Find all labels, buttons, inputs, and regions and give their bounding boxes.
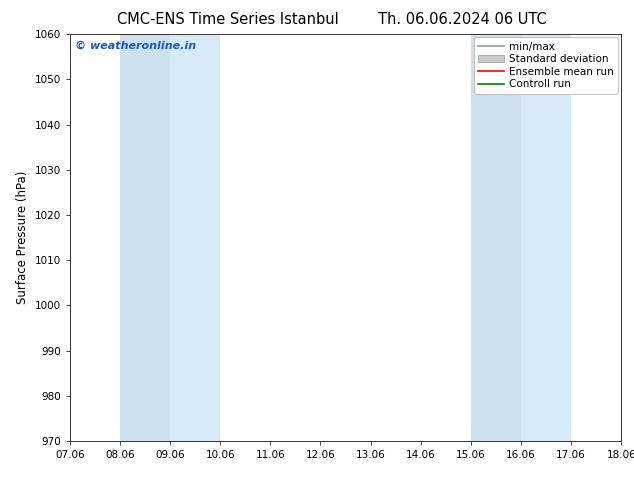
Text: CMC-ENS Time Series Istanbul: CMC-ENS Time Series Istanbul bbox=[117, 12, 339, 27]
Bar bbox=[471, 34, 521, 441]
Bar bbox=[170, 34, 220, 441]
Text: Th. 06.06.2024 06 UTC: Th. 06.06.2024 06 UTC bbox=[378, 12, 547, 27]
Bar bbox=[521, 34, 571, 441]
Text: © weatheronline.in: © weatheronline.in bbox=[75, 40, 197, 50]
Y-axis label: Surface Pressure (hPa): Surface Pressure (hPa) bbox=[16, 171, 29, 304]
Bar bbox=[120, 34, 170, 441]
Legend: min/max, Standard deviation, Ensemble mean run, Controll run: min/max, Standard deviation, Ensemble me… bbox=[474, 37, 618, 94]
